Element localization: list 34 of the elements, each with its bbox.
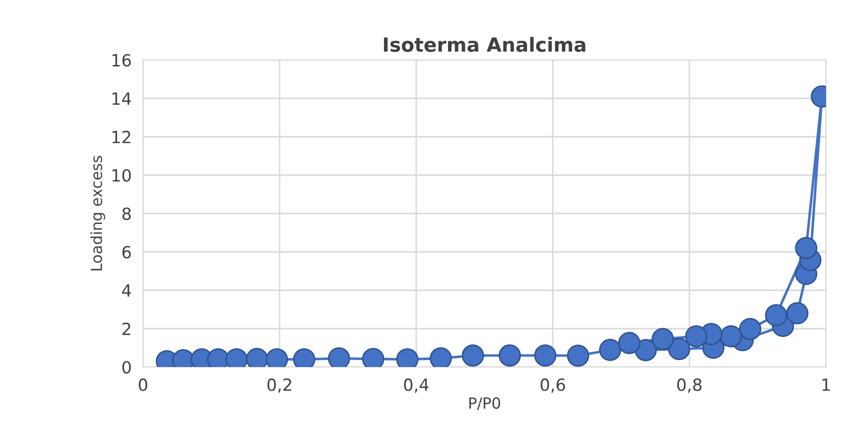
y-tick-label: 12 (112, 130, 130, 144)
point (652, 328, 674, 350)
x-axis-title: P/P0 (469, 397, 500, 410)
point (685, 325, 708, 348)
point (618, 332, 640, 354)
x-tick-label: 0,2 (267, 378, 292, 393)
point (566, 344, 590, 367)
point (462, 344, 484, 367)
y-tick-label: 0 (122, 360, 131, 374)
x-tick-label: 0,4 (404, 378, 429, 393)
point (534, 344, 556, 367)
y-tick-label: 14 (112, 92, 131, 105)
point (739, 318, 762, 340)
x-tick-label: 0 (138, 378, 148, 392)
point (599, 338, 622, 362)
x-tick-label: 0,8 (677, 378, 702, 393)
point (668, 338, 690, 360)
x-tick-label: 0,6 (540, 378, 566, 393)
y-tick-label: 8 (122, 207, 131, 220)
point (765, 304, 788, 326)
x-tick-label: 1 (822, 378, 830, 391)
point (795, 236, 818, 260)
point (328, 347, 350, 367)
y-tick-label: 2 (122, 322, 130, 335)
point (430, 347, 452, 367)
chart-title: Isoterma Analcima (384, 36, 586, 52)
y-tick-label: 10 (112, 169, 131, 182)
y-tick-label: 4 (122, 284, 131, 297)
point (786, 302, 808, 324)
y-tick-label: 16 (112, 54, 131, 67)
y-axis-title: Loading excess (90, 156, 106, 270)
point (498, 344, 521, 367)
point (720, 325, 742, 348)
y-tick-label: 6 (122, 246, 131, 258)
